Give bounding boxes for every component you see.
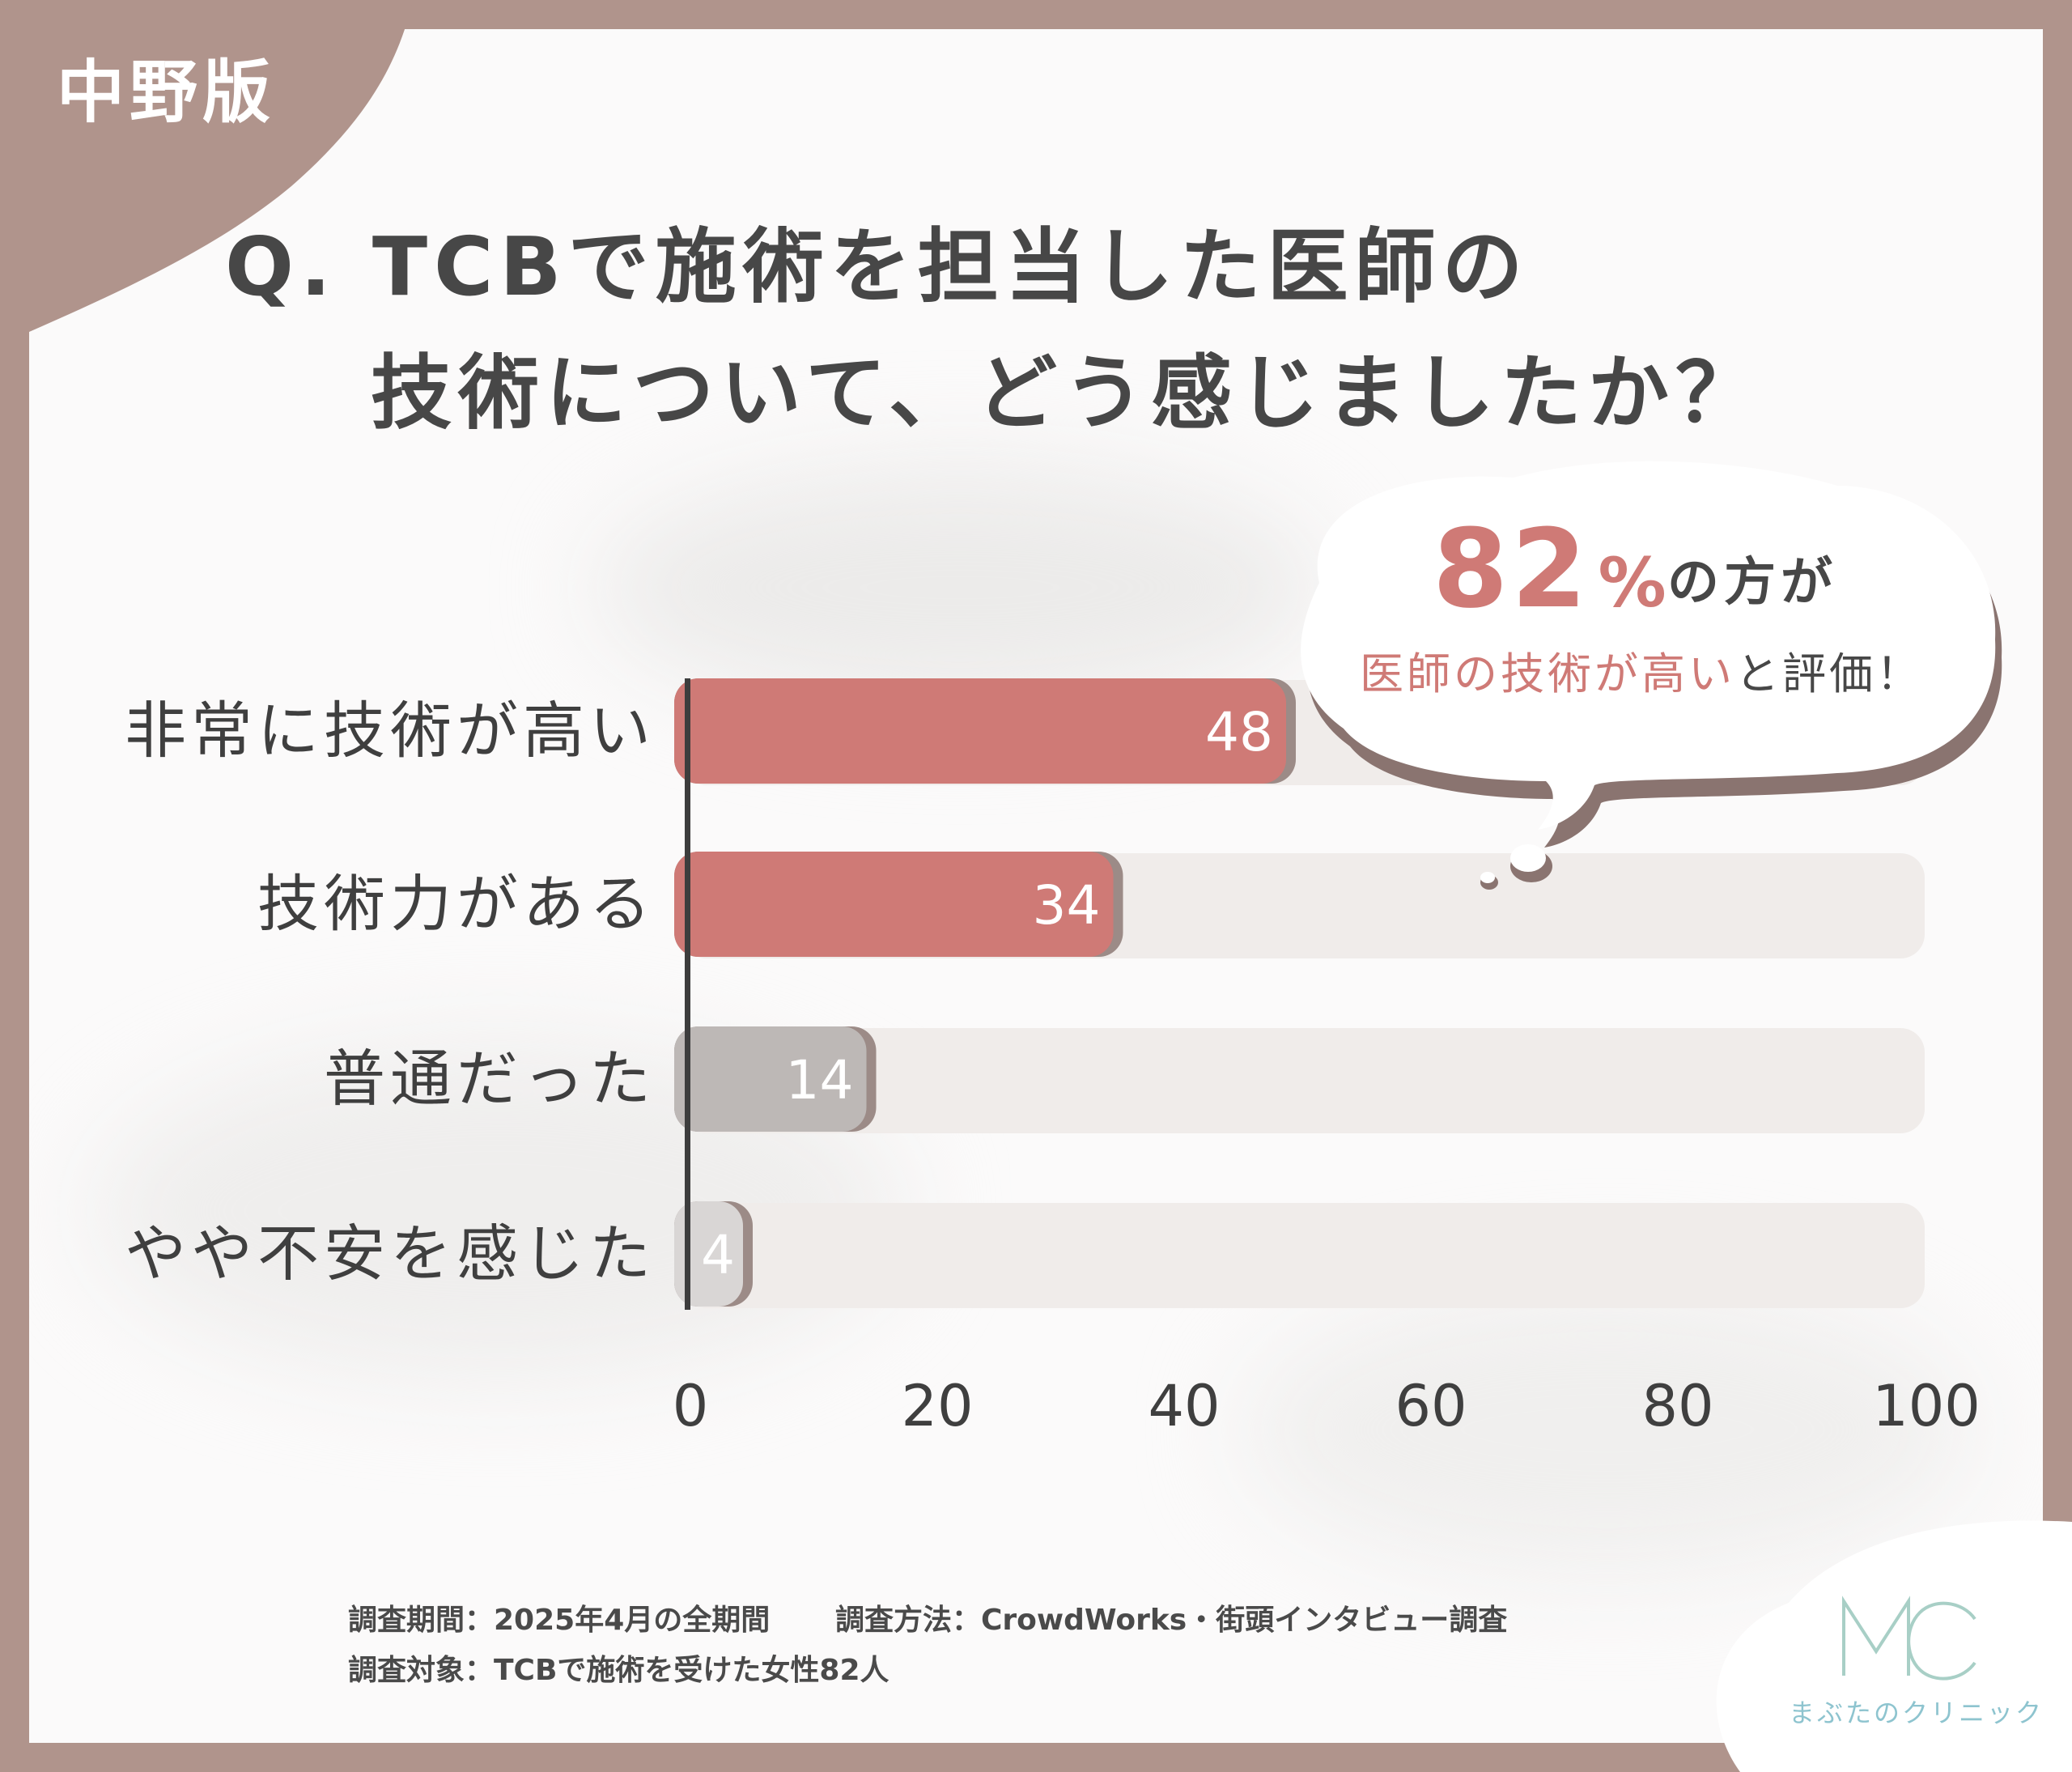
category-label: 技術力がある	[257, 868, 656, 940]
survey-period: 調査期間：2025年4月の全期間	[348, 1604, 771, 1637]
question-line-2: 技術について、どう感じましたか？	[371, 346, 1763, 440]
background-wash	[596, 466, 1324, 709]
bar-track	[682, 1203, 1925, 1308]
callout-rest: と評価！	[1735, 648, 1923, 699]
question-line-1: Q. TCBで施術を担当した医師の	[225, 219, 1530, 314]
x-tick-label: 0	[672, 1373, 709, 1439]
region-corner-shape	[0, 0, 413, 340]
category-label: 普通だった	[324, 1043, 656, 1115]
clinic-name: まぶたのクリニック	[1789, 1698, 2044, 1728]
bar	[674, 1201, 743, 1307]
category-label: やや不安を感じた	[125, 1217, 656, 1290]
logo-background	[1716, 1520, 2072, 1772]
callout-percentage: 82%	[1433, 515, 1670, 623]
y-axis-line	[685, 678, 690, 1310]
bar	[674, 1026, 867, 1132]
bar-track	[682, 1028, 1925, 1133]
x-tick-label: 20	[901, 1373, 974, 1439]
survey-method: 調査方法：CrowdWorks・街頭インタビュー調査	[835, 1604, 1508, 1637]
callout-bubble	[1301, 461, 2002, 890]
bar-value-label: 48	[1205, 701, 1273, 763]
callout-highlight: 医師の技術が高い	[1360, 648, 1735, 699]
callout-suffix: の方が	[1667, 553, 1837, 613]
callout-line-2: 医師の技術が高いと評価！	[1360, 652, 1923, 696]
bar-value-label: 4	[701, 1224, 735, 1286]
survey-target: 調査対象：TCBで施術を受けた女性82人	[348, 1654, 890, 1687]
mc-monogram-icon	[1842, 1596, 1976, 1681]
bar	[674, 852, 1114, 957]
bar	[674, 678, 1286, 784]
background-wash	[1243, 1284, 1972, 1575]
category-label: 非常に技術が高い	[125, 695, 656, 767]
callout-percent-unit: %	[1598, 543, 1670, 623]
callout-percent-value: 82	[1433, 506, 1590, 632]
bar-value-label: 34	[1033, 874, 1101, 937]
bar-value-label: 14	[786, 1049, 854, 1111]
region-label: 中野版	[57, 53, 276, 132]
x-tick-label: 100	[1872, 1373, 1981, 1439]
x-tick-label: 60	[1395, 1373, 1467, 1439]
x-tick-label: 80	[1641, 1373, 1714, 1439]
x-tick-label: 40	[1148, 1373, 1221, 1439]
